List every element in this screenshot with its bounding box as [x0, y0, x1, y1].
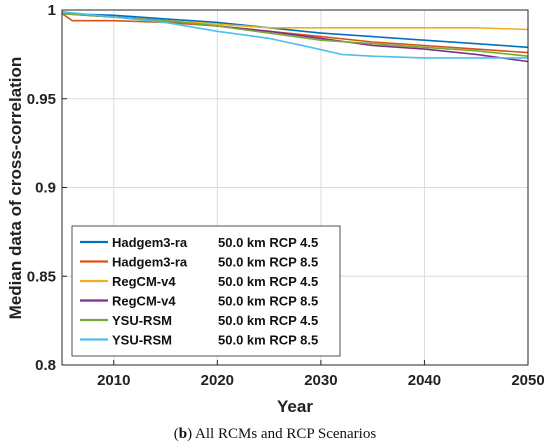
legend-detail: 50.0 km RCP 8.5	[218, 333, 318, 348]
legend-label: Hadgem3-ra	[112, 235, 188, 250]
series-line-5	[61, 12, 529, 57]
legend-detail: 50.0 km RCP 4.5	[218, 274, 318, 289]
x-tick-label: 2030	[304, 372, 337, 389]
legend-detail: 50.0 km RCP 8.5	[218, 294, 318, 309]
x-axis-label: Year	[277, 397, 313, 416]
legend-label: RegCM-v4	[112, 294, 176, 309]
legend-label: YSU-RSM	[112, 313, 172, 328]
legend-detail: 50.0 km RCP 4.5	[218, 235, 318, 250]
caption-rest: ) All RCMs and RCP Scenarios	[187, 426, 376, 442]
axis-ticks	[62, 9, 529, 366]
legend-label: Hadgem3-ra	[112, 255, 188, 270]
series-line-6	[61, 11, 528, 59]
data-series	[61, 11, 529, 63]
tick-labels: 2010 2020 2030 2040 2050 0.8 0.85 0.9 0.95 1	[27, 2, 545, 389]
x-tick-label: 2050	[511, 372, 544, 389]
legend-label: RegCM-v4	[112, 274, 176, 289]
legend: Hadgem3-ra 50.0 km RCP 4.5 Hadgem3-ra 50.0 …	[71, 225, 341, 357]
x-tick-label: 2010	[97, 372, 130, 389]
caption-prefix: (	[174, 426, 179, 442]
y-tick-label: 1	[48, 2, 56, 19]
y-tick-label: 0.8	[35, 357, 56, 374]
legend-label: YSU-RSM	[112, 333, 172, 348]
y-tick-label: 0.95	[27, 91, 56, 108]
y-tick-label: 0.85	[27, 268, 56, 285]
series-line-1	[61, 12, 529, 49]
x-tick-label: 2020	[201, 372, 234, 389]
figure-caption: (b) All RCMs and RCP Scenarios	[174, 426, 377, 442]
caption-letter: b	[179, 426, 187, 442]
y-axis-label: Median data of cross-correlation	[6, 57, 25, 320]
x-tick-label: 2040	[408, 372, 441, 389]
y-tick-label: 0.9	[35, 180, 56, 197]
legend-detail: 50.0 km RCP 4.5	[218, 313, 318, 328]
legend-detail: 50.0 km RCP 8.5	[218, 255, 318, 270]
legend-box	[71, 225, 341, 357]
legend-items: Hadgem3-ra 50.0 km RCP 4.5 Hadgem3-ra 50.0 …	[80, 235, 318, 348]
